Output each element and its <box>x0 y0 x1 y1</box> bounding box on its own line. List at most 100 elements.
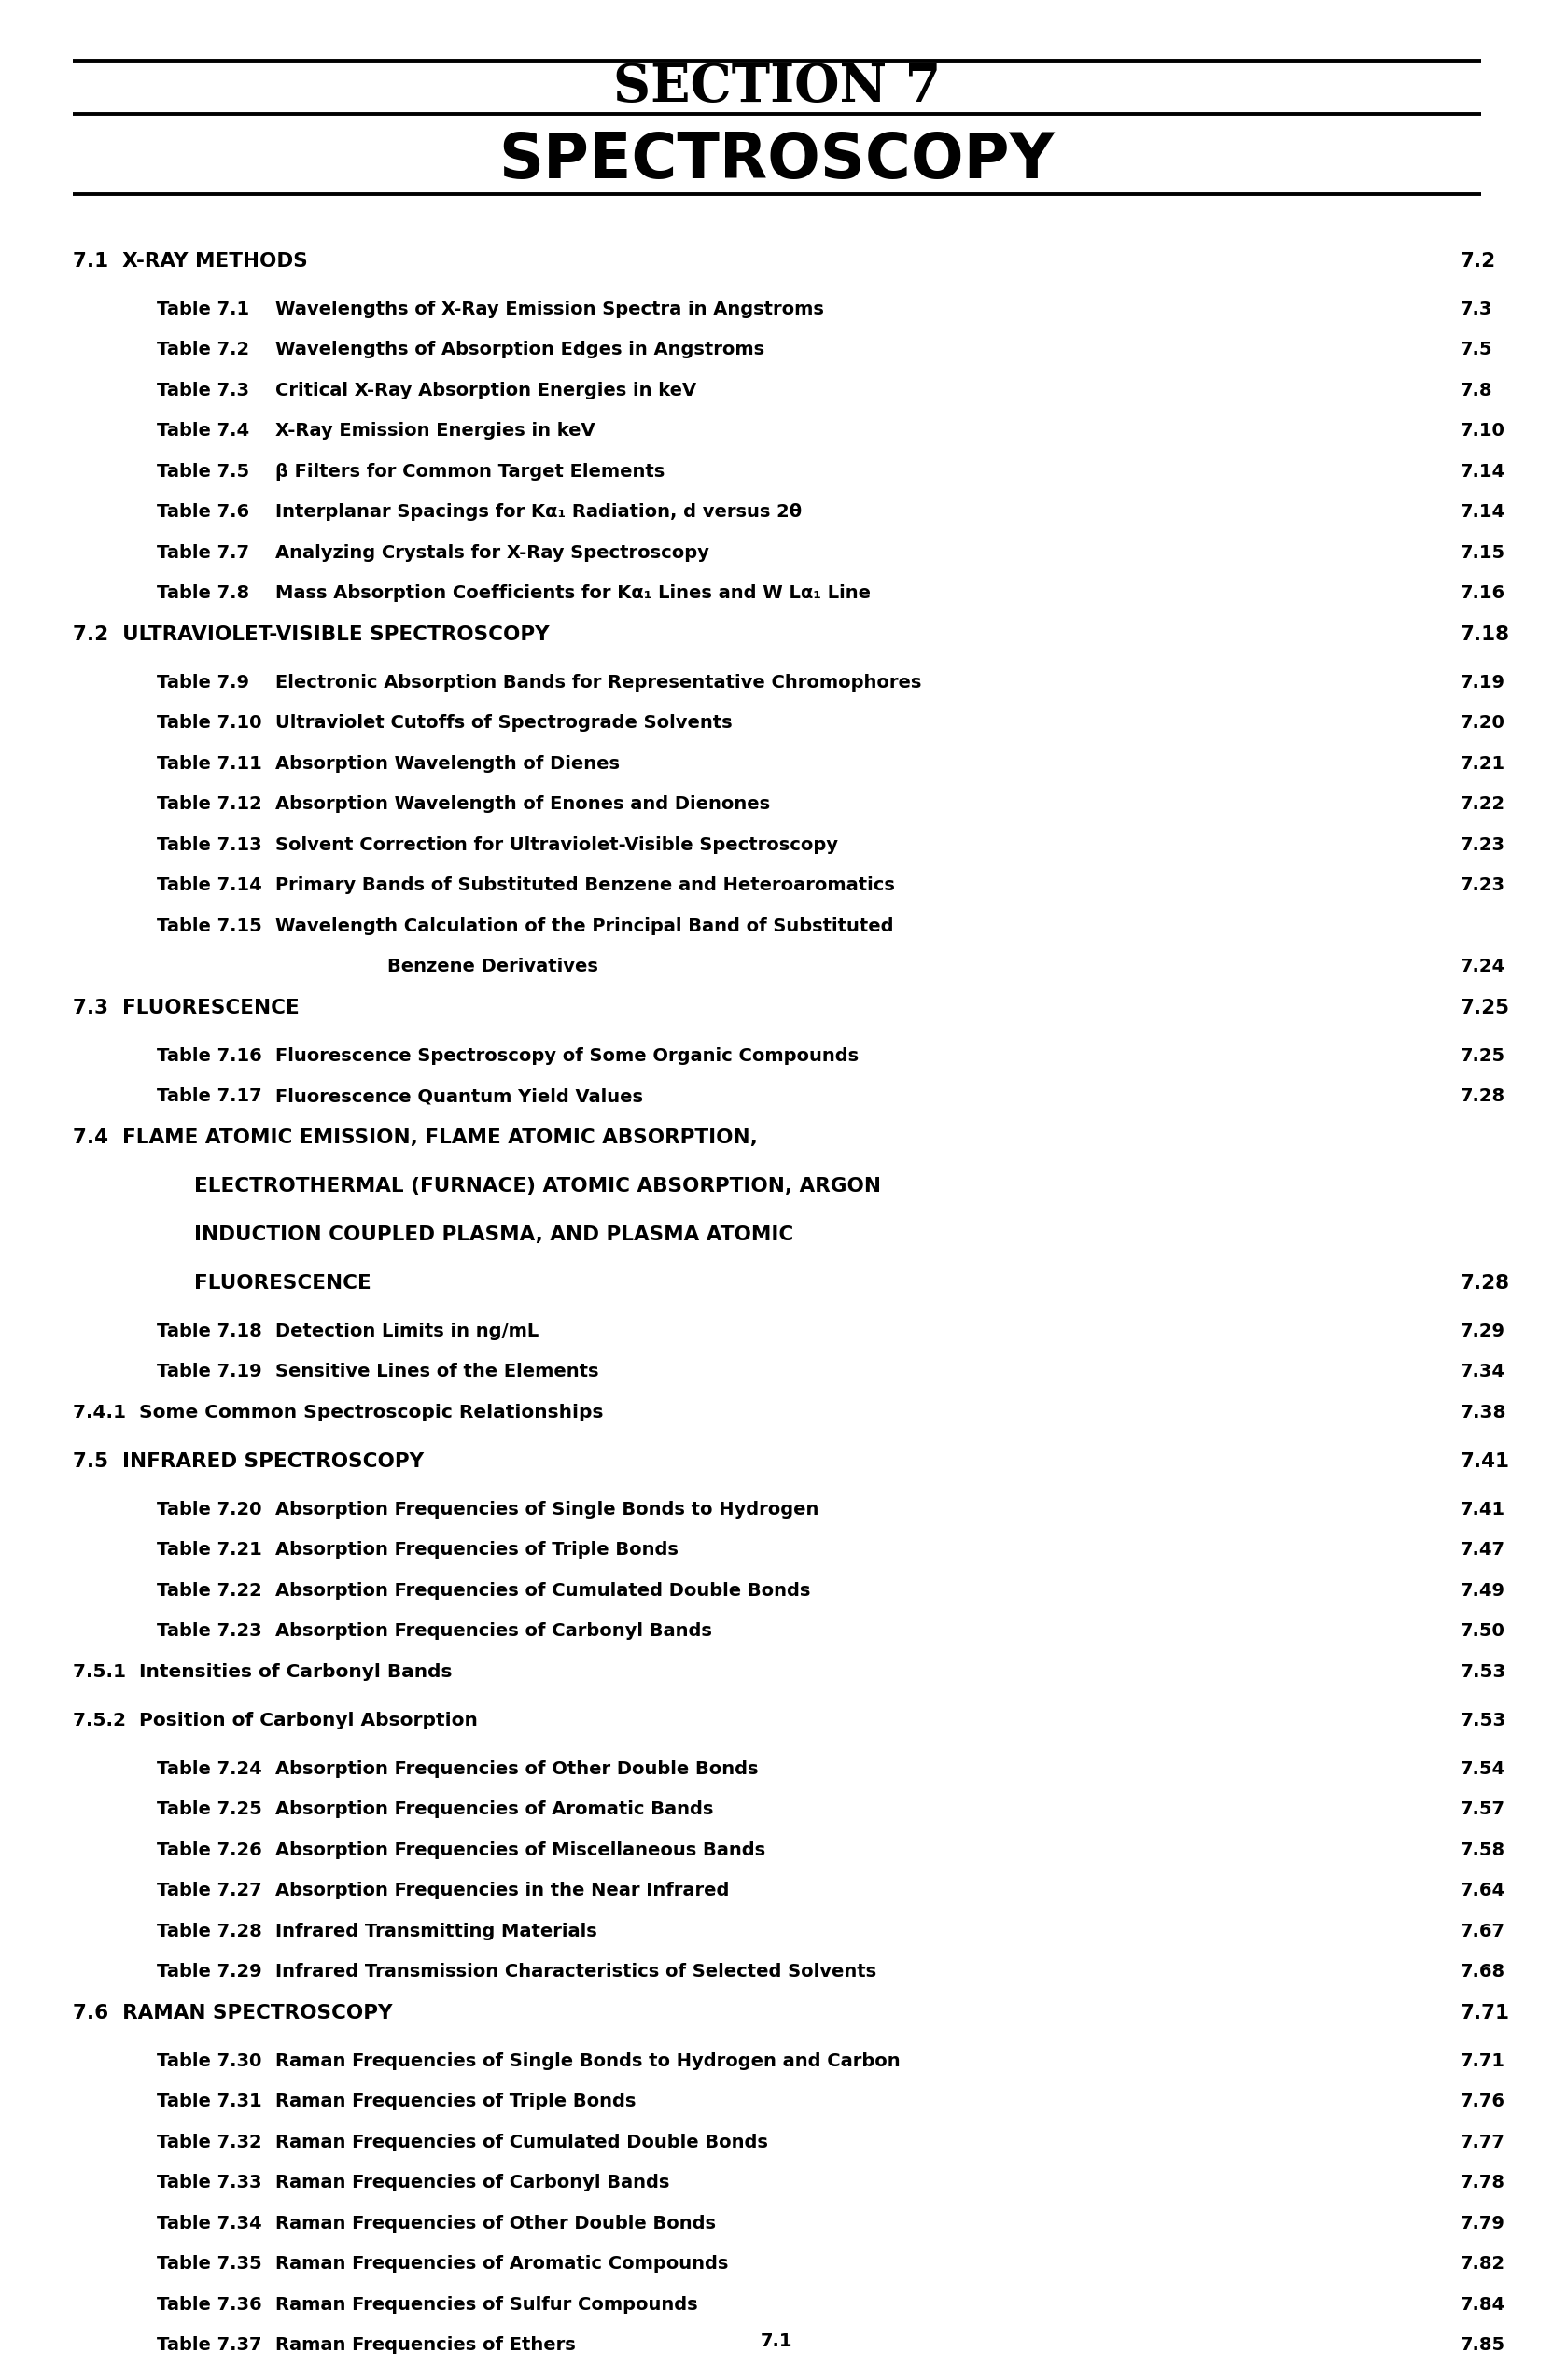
Text: 7.28: 7.28 <box>1460 1273 1510 1292</box>
Text: 7.41: 7.41 <box>1460 1452 1510 1471</box>
Text: 7.25: 7.25 <box>1460 1000 1510 1016</box>
Text: Table 7.19: Table 7.19 <box>157 1364 262 1380</box>
Text: Table 7.34: Table 7.34 <box>157 2216 262 2232</box>
Text: 7.23: 7.23 <box>1460 835 1505 854</box>
Text: Table 7.6: Table 7.6 <box>157 505 248 521</box>
Text: Raman Frequencies of Single Bonds to Hydrogen and Carbon: Raman Frequencies of Single Bonds to Hyd… <box>275 2052 899 2071</box>
Text: 7.23: 7.23 <box>1460 876 1505 895</box>
Text: Primary Bands of Substituted Benzene and Heteroaromatics: Primary Bands of Substituted Benzene and… <box>275 876 895 895</box>
Text: ELECTROTHERMAL (FURNACE) ATOMIC ABSORPTION, ARGON: ELECTROTHERMAL (FURNACE) ATOMIC ABSORPTI… <box>194 1178 881 1195</box>
Text: 7.22: 7.22 <box>1460 795 1505 814</box>
Text: Wavelengths of X-Ray Emission Spectra in Angstroms: Wavelengths of X-Ray Emission Spectra in… <box>275 300 823 319</box>
Text: Table 7.3: Table 7.3 <box>157 381 248 400</box>
Text: Table 7.24: Table 7.24 <box>157 1761 262 1778</box>
Text: 7.85: 7.85 <box>1460 2337 1505 2354</box>
Text: Absorption Frequencies in the Near Infrared: Absorption Frequencies in the Near Infra… <box>275 1883 728 1899</box>
Text: Interplanar Spacings for Kα₁ Radiation, d versus 2θ: Interplanar Spacings for Kα₁ Radiation, … <box>275 505 801 521</box>
Text: Ultraviolet Cutoffs of Spectrograde Solvents: Ultraviolet Cutoffs of Spectrograde Solv… <box>275 714 731 733</box>
Text: Table 7.23: Table 7.23 <box>157 1623 262 1640</box>
Text: Raman Frequencies of Triple Bonds: Raman Frequencies of Triple Bonds <box>275 2092 635 2111</box>
Text: Raman Frequencies of Other Double Bonds: Raman Frequencies of Other Double Bonds <box>275 2216 716 2232</box>
Text: Table 7.17: Table 7.17 <box>157 1088 262 1107</box>
Text: Table 7.16: Table 7.16 <box>157 1047 262 1064</box>
Text: 7.4  FLAME ATOMIC EMISSION, FLAME ATOMIC ABSORPTION,: 7.4 FLAME ATOMIC EMISSION, FLAME ATOMIC … <box>73 1128 758 1147</box>
Text: Benzene Derivatives: Benzene Derivatives <box>387 959 598 976</box>
Text: Absorption Frequencies of Aromatic Bands: Absorption Frequencies of Aromatic Bands <box>275 1802 713 1818</box>
Text: Absorption Frequencies of Single Bonds to Hydrogen: Absorption Frequencies of Single Bonds t… <box>275 1502 818 1518</box>
Text: 7.77: 7.77 <box>1460 2132 1505 2152</box>
Text: 7.16: 7.16 <box>1460 585 1505 602</box>
Text: β Filters for Common Target Elements: β Filters for Common Target Elements <box>275 464 665 481</box>
Text: Table 7.13: Table 7.13 <box>157 835 262 854</box>
Text: 7.47: 7.47 <box>1460 1542 1505 1559</box>
Text: Fluorescence Spectroscopy of Some Organic Compounds: Fluorescence Spectroscopy of Some Organi… <box>275 1047 859 1064</box>
Text: 7.82: 7.82 <box>1460 2256 1505 2273</box>
Text: 7.2: 7.2 <box>1460 252 1496 271</box>
Text: Table 7.14: Table 7.14 <box>157 876 262 895</box>
Text: Table 7.25: Table 7.25 <box>157 1802 262 1818</box>
Text: Raman Frequencies of Cumulated Double Bonds: Raman Frequencies of Cumulated Double Bo… <box>275 2132 767 2152</box>
Text: Table 7.8: Table 7.8 <box>157 585 248 602</box>
Text: 7.53: 7.53 <box>1460 1664 1506 1680</box>
Text: Table 7.10: Table 7.10 <box>157 714 261 733</box>
Text: Infrared Transmission Characteristics of Selected Solvents: Infrared Transmission Characteristics of… <box>275 1964 876 1980</box>
Text: 7.4.1  Some Common Spectroscopic Relationships: 7.4.1 Some Common Spectroscopic Relation… <box>73 1404 603 1421</box>
Text: Table 7.2: Table 7.2 <box>157 340 248 359</box>
Text: Table 7.31: Table 7.31 <box>157 2092 262 2111</box>
Text: FLUORESCENCE: FLUORESCENCE <box>194 1273 371 1292</box>
Text: Absorption Wavelength of Dienes: Absorption Wavelength of Dienes <box>275 754 620 774</box>
Text: Table 7.5: Table 7.5 <box>157 464 248 481</box>
Text: Absorption Wavelength of Enones and Dienones: Absorption Wavelength of Enones and Dien… <box>275 795 770 814</box>
Text: Analyzing Crystals for X-Ray Spectroscopy: Analyzing Crystals for X-Ray Spectroscop… <box>275 545 708 562</box>
Text: 7.41: 7.41 <box>1460 1502 1505 1518</box>
Text: Table 7.1: Table 7.1 <box>157 300 248 319</box>
Text: 7.29: 7.29 <box>1460 1323 1505 1340</box>
Text: 7.5  INFRARED SPECTROSCOPY: 7.5 INFRARED SPECTROSCOPY <box>73 1452 424 1471</box>
Text: X-Ray Emission Energies in keV: X-Ray Emission Energies in keV <box>275 421 595 440</box>
Text: Table 7.18: Table 7.18 <box>157 1323 262 1340</box>
Text: 7.1: 7.1 <box>761 2332 792 2349</box>
Text: 7.38: 7.38 <box>1460 1404 1506 1421</box>
Text: 7.84: 7.84 <box>1460 2297 1505 2313</box>
Text: 7.71: 7.71 <box>1460 2052 1505 2071</box>
Text: Mass Absorption Coefficients for Kα₁ Lines and W Lα₁ Line: Mass Absorption Coefficients for Kα₁ Lin… <box>275 585 870 602</box>
Text: 7.3  FLUORESCENCE: 7.3 FLUORESCENCE <box>73 1000 300 1016</box>
Text: 7.5: 7.5 <box>1460 340 1492 359</box>
Text: SECTION 7: SECTION 7 <box>613 62 940 114</box>
Text: Table 7.26: Table 7.26 <box>157 1842 262 1859</box>
Text: 7.67: 7.67 <box>1460 1923 1505 1940</box>
Text: SPECTROSCOPY: SPECTROSCOPY <box>499 131 1054 190</box>
Text: 7.50: 7.50 <box>1460 1623 1505 1640</box>
Text: Table 7.37: Table 7.37 <box>157 2337 261 2354</box>
Text: Table 7.15: Table 7.15 <box>157 916 262 935</box>
Text: 7.57: 7.57 <box>1460 1802 1505 1818</box>
Text: Table 7.9: Table 7.9 <box>157 674 248 693</box>
Text: Table 7.22: Table 7.22 <box>157 1583 262 1599</box>
Text: 7.5.1  Intensities of Carbonyl Bands: 7.5.1 Intensities of Carbonyl Bands <box>73 1664 452 1680</box>
Text: 7.71: 7.71 <box>1460 2004 1510 2023</box>
Text: 7.1  X-RAY METHODS: 7.1 X-RAY METHODS <box>73 252 307 271</box>
Text: 7.24: 7.24 <box>1460 959 1505 976</box>
Text: 7.76: 7.76 <box>1460 2092 1505 2111</box>
Text: 7.54: 7.54 <box>1460 1761 1505 1778</box>
Text: 7.53: 7.53 <box>1460 1711 1506 1730</box>
Text: Table 7.35: Table 7.35 <box>157 2256 262 2273</box>
Text: Table 7.27: Table 7.27 <box>157 1883 262 1899</box>
Text: 7.49: 7.49 <box>1460 1583 1505 1599</box>
Text: 7.21: 7.21 <box>1460 754 1505 774</box>
Text: Table 7.12: Table 7.12 <box>157 795 262 814</box>
Text: Fluorescence Quantum Yield Values: Fluorescence Quantum Yield Values <box>275 1088 643 1107</box>
Text: Solvent Correction for Ultraviolet-Visible Spectroscopy: Solvent Correction for Ultraviolet-Visib… <box>275 835 837 854</box>
Text: Table 7.36: Table 7.36 <box>157 2297 262 2313</box>
Text: Raman Frequencies of Ethers: Raman Frequencies of Ethers <box>275 2337 575 2354</box>
Text: 7.34: 7.34 <box>1460 1364 1505 1380</box>
Text: 7.58: 7.58 <box>1460 1842 1505 1859</box>
Text: 7.15: 7.15 <box>1460 545 1505 562</box>
Text: Table 7.4: Table 7.4 <box>157 421 248 440</box>
Text: Absorption Frequencies of Cumulated Double Bonds: Absorption Frequencies of Cumulated Doub… <box>275 1583 811 1599</box>
Text: 7.14: 7.14 <box>1460 464 1505 481</box>
Text: 7.64: 7.64 <box>1460 1883 1505 1899</box>
Text: Absorption Frequencies of Miscellaneous Bands: Absorption Frequencies of Miscellaneous … <box>275 1842 766 1859</box>
Text: Detection Limits in ng/mL: Detection Limits in ng/mL <box>275 1323 539 1340</box>
Text: Table 7.33: Table 7.33 <box>157 2175 261 2192</box>
